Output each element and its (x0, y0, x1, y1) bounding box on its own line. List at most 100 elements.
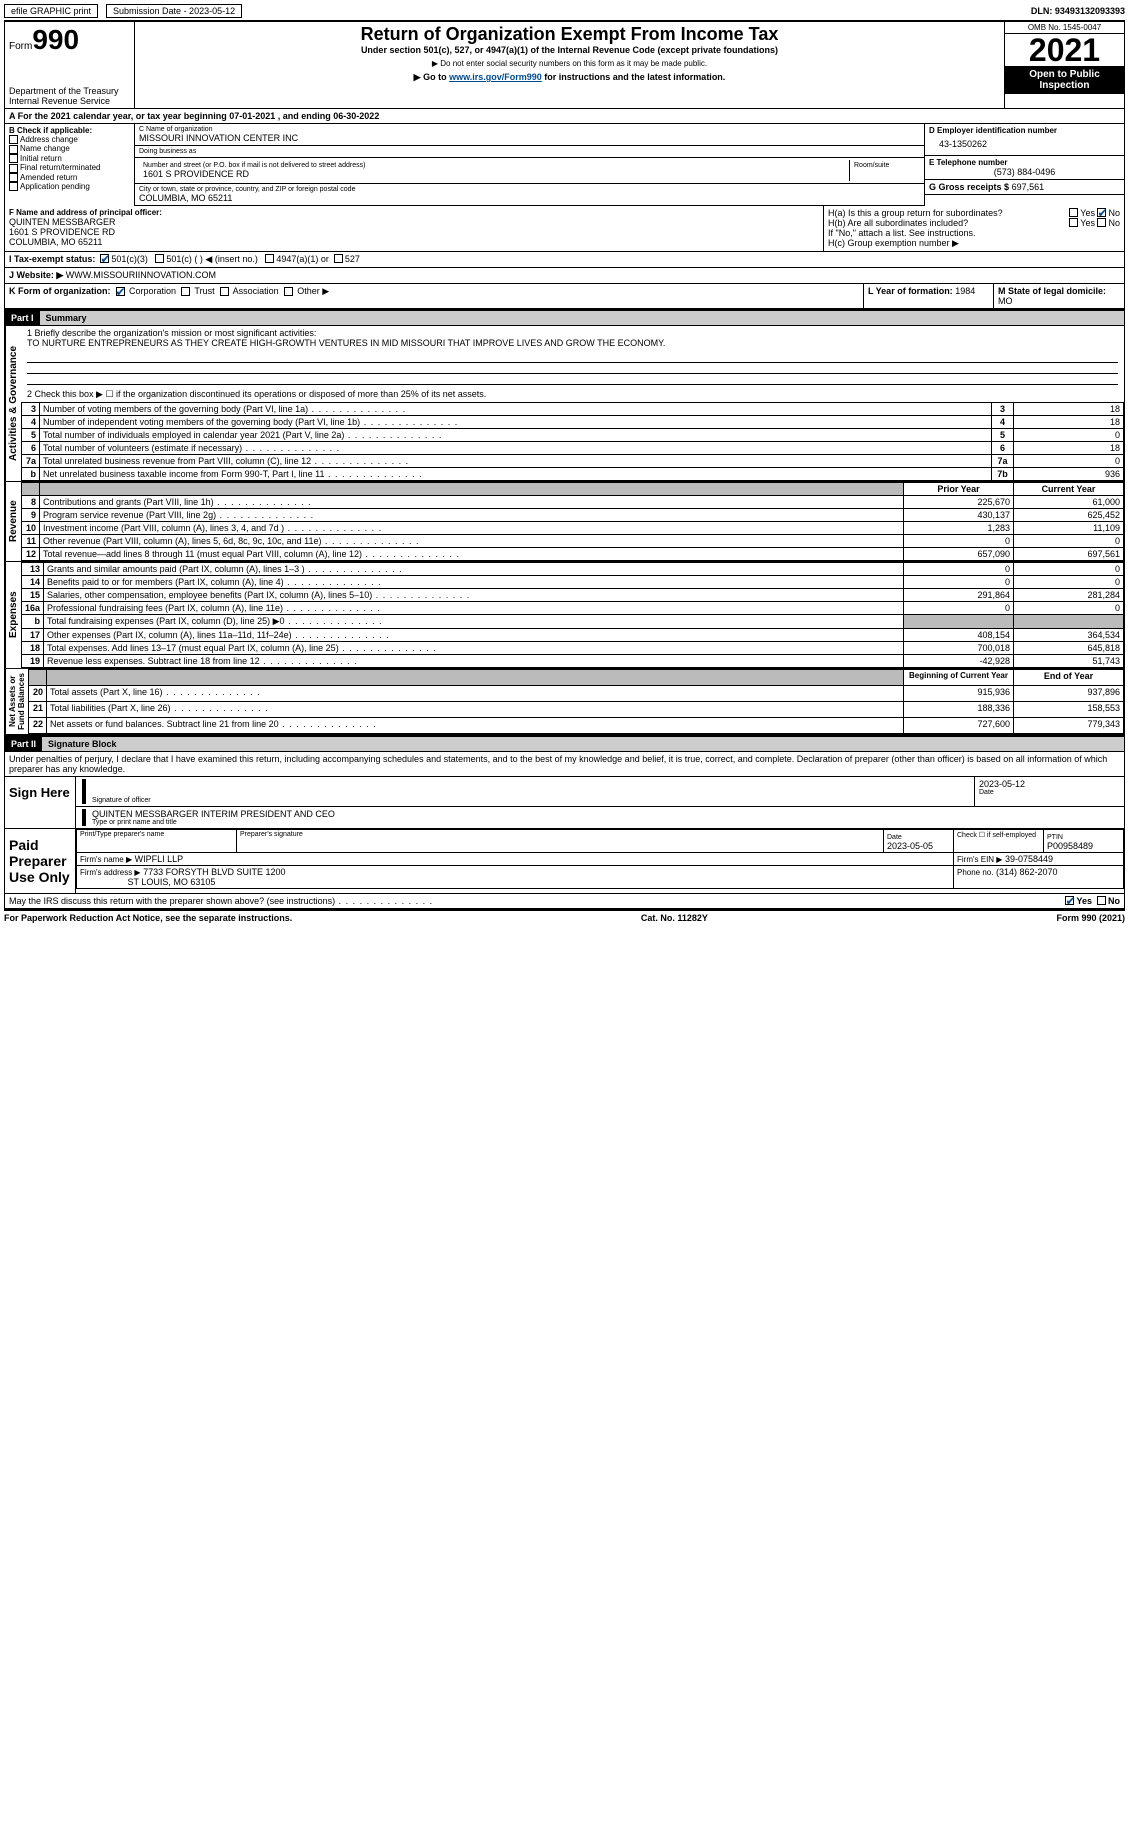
part1-net: Net Assets orFund Balances Beginning of … (4, 669, 1125, 735)
sign-here-label: Sign Here (5, 777, 75, 828)
form-label: Form (9, 41, 32, 52)
cb-address-change[interactable] (9, 135, 18, 144)
d-ein-label: D Employer identification number (929, 126, 1120, 135)
paid-preparer-block: Paid Preparer Use Only Print/Type prepar… (4, 829, 1125, 894)
ptin: P00958489 (1047, 841, 1093, 851)
table-governance: 3Number of voting members of the governi… (21, 402, 1124, 481)
firm-ein: 39-0758449 (1005, 854, 1053, 864)
dept-treasury: Department of the Treasury Internal Reve… (9, 86, 130, 106)
cb-initial-return[interactable] (9, 154, 18, 163)
cb-501c3[interactable] (100, 254, 109, 263)
ein: 43-1350262 (929, 135, 1120, 153)
irs-link[interactable]: www.irs.gov/Form990 (449, 72, 542, 82)
ha-no[interactable] (1097, 208, 1106, 217)
part2-num: Part II (5, 737, 42, 751)
line2: 2 Check this box ▶ ☐ if the organization… (21, 387, 1124, 402)
cb-corp[interactable] (116, 287, 125, 296)
m-label: M State of legal domicile: (998, 286, 1106, 296)
footer-mid: Cat. No. 11282Y (641, 913, 708, 923)
top-bar: efile GRAPHIC print Submission Date - 20… (4, 4, 1125, 22)
room-label: Room/suite (854, 162, 916, 169)
phone: (573) 884-0496 (929, 167, 1120, 177)
form-subtitle: Under section 501(c), 527, or 4947(a)(1)… (139, 45, 1000, 55)
table-expenses: 13Grants and similar amounts paid (Part … (21, 562, 1124, 668)
officer-printed: QUINTEN MESSBARGER INTERIM PRESIDENT AND… (82, 809, 1120, 819)
prep-date: 2023-05-05 (887, 841, 933, 851)
cb-app-pending[interactable] (9, 182, 18, 191)
row-j-website: J Website: ▶ WWW.MISSOURIINNOVATION.COM (4, 268, 1125, 284)
discuss-no[interactable] (1097, 896, 1106, 905)
cb-name-change[interactable] (9, 145, 18, 154)
officer-name: QUINTEN MESSBARGER (9, 217, 819, 227)
row-i-tax-status: I Tax-exempt status: 501(c)(3) 501(c) ( … (4, 252, 1125, 268)
cb-trust[interactable] (181, 287, 190, 296)
part1-rev: Revenue Prior YearCurrent Year8Contribut… (4, 482, 1125, 562)
cb-501c[interactable] (155, 254, 164, 263)
street: 1601 S PROVIDENCE RD (143, 169, 845, 179)
officer-addr1: 1601 S PROVIDENCE RD (9, 227, 819, 237)
officer-addr2: COLUMBIA, MO 65211 (9, 237, 819, 247)
table-netassets: Beginning of Current YearEnd of Year20To… (28, 669, 1124, 734)
tax-year: 2021 (1005, 34, 1124, 66)
efile-button[interactable]: efile GRAPHIC print (4, 4, 98, 18)
gross-receipts: 697,561 (1012, 182, 1045, 192)
g-gross-label: G Gross receipts $ (929, 182, 1009, 192)
i-label: I Tax-exempt status: (9, 254, 95, 265)
firm-phone: (314) 862-2070 (996, 867, 1058, 877)
year-formation: 1984 (955, 286, 975, 296)
submission-date: Submission Date - 2023-05-12 (106, 4, 242, 18)
vlabel-governance: Activities & Governance (5, 326, 21, 481)
line1-label: 1 Briefly describe the organization's mi… (27, 328, 1118, 338)
cb-final-return[interactable] (9, 164, 18, 173)
footer-left: For Paperwork Reduction Act Notice, see … (4, 913, 292, 923)
form-number: 990 (32, 24, 79, 55)
open-public: Open to Public Inspection (1005, 66, 1124, 94)
page-footer: For Paperwork Reduction Act Notice, see … (4, 909, 1125, 923)
part1-gov: Activities & Governance 1 Briefly descri… (4, 326, 1125, 482)
header-grid: B Check if applicable: Address change Na… (4, 124, 1125, 206)
part1-num: Part I (5, 311, 40, 325)
cb-amended[interactable] (9, 173, 18, 182)
discuss-row: May the IRS discuss this return with the… (4, 894, 1125, 909)
perjury-text: Under penalties of perjury, I declare th… (4, 752, 1125, 776)
org-name: MISSOURI INNOVATION CENTER INC (139, 133, 920, 143)
part2-header: Part II Signature Block (4, 735, 1125, 752)
discuss-yes[interactable] (1065, 896, 1074, 905)
hb-no[interactable] (1097, 218, 1106, 227)
cb-assoc[interactable] (220, 287, 229, 296)
part2-title: Signature Block (42, 737, 1124, 751)
sig-date: 2023-05-12 (979, 779, 1120, 789)
street-label: Number and street (or P.O. box if mail i… (143, 162, 845, 169)
dln: DLN: 93493132093393 (1031, 6, 1125, 16)
website: WWW.MISSOURIINNOVATION.COM (66, 270, 216, 281)
cb-527[interactable] (334, 254, 343, 263)
city: COLUMBIA, MO 65211 (139, 193, 920, 203)
line1-text: TO NURTURE ENTREPRENEURS AS THEY CREATE … (27, 338, 1118, 348)
vlabel-netassets: Net Assets orFund Balances (5, 669, 28, 734)
self-emp: Check ☐ if self-employed (954, 829, 1044, 852)
hb-yes[interactable] (1069, 218, 1078, 227)
k-label: K Form of organization: (9, 286, 111, 296)
note-ssn: ▶ Do not enter social security numbers o… (139, 59, 1000, 68)
hc-label: H(c) Group exemption number ▶ (828, 238, 1120, 249)
j-label: J Website: ▶ (9, 270, 63, 281)
ha-yes[interactable] (1069, 208, 1078, 217)
b-label: B Check if applicable: (9, 126, 130, 135)
state-domicile: MO (998, 296, 1013, 306)
discuss-text: May the IRS discuss this return with the… (9, 896, 1065, 906)
sig-date-label: Date (979, 789, 1120, 796)
sig-officer-label: Signature of officer (82, 797, 970, 804)
vlabel-revenue: Revenue (5, 482, 21, 561)
cb-4947[interactable] (265, 254, 274, 263)
e-phone-label: E Telephone number (929, 158, 1120, 167)
part1-exp: Expenses 13Grants and similar amounts pa… (4, 562, 1125, 669)
paid-preparer-label: Paid Preparer Use Only (5, 829, 75, 893)
form-header: Form990 Department of the Treasury Inter… (4, 22, 1125, 109)
firm-name: WIPFLI LLP (135, 854, 184, 864)
prep-name-label: Print/Type preparer's name (80, 831, 233, 838)
officer-printed-label: Type or print name and title (82, 819, 1120, 826)
part1-header: Part I Summary (4, 309, 1125, 326)
cb-other[interactable] (284, 287, 293, 296)
hb-label: H(b) Are all subordinates included? (828, 218, 1069, 228)
hb-note: If "No," attach a list. See instructions… (828, 228, 1120, 238)
